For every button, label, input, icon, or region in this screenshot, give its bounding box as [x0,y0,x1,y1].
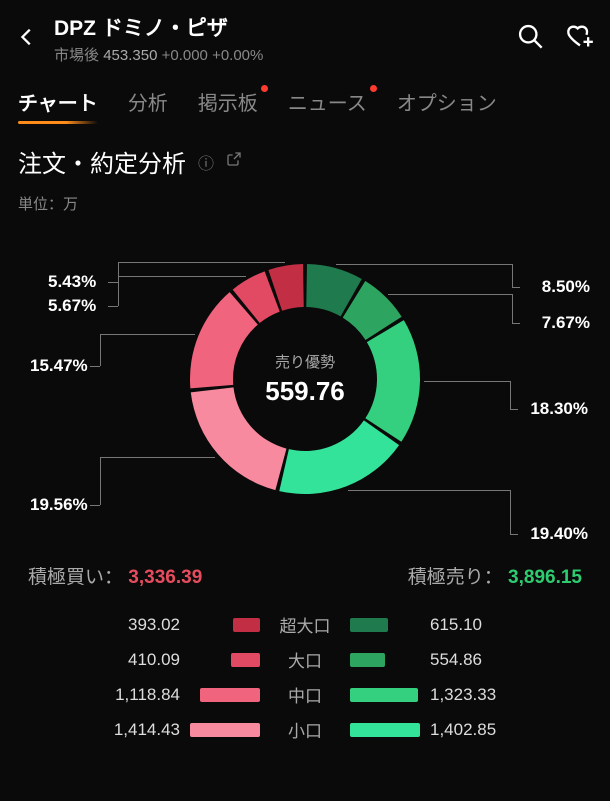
search-icon[interactable] [516,22,544,55]
donut-slice [279,420,399,494]
legend-right-value: 615.10 [430,615,592,635]
tab-bar: チャート 分析 掲示板 ニュース オプション [0,73,610,122]
leader-line [510,409,518,410]
legend-category: 大口 [270,647,340,672]
unit-label: 単位：万 [0,185,610,214]
change-abs: +0.000 [162,47,208,64]
leader-line [512,287,520,288]
leader-line [424,381,510,382]
legend-category: 超大口 [270,612,340,637]
legend-right-value: 1,323.33 [430,685,592,705]
share-icon[interactable] [226,151,242,172]
buy-total-label: 積極買い： [28,567,123,588]
sell-total-value: 3,896.15 [508,567,582,588]
tab-掲示板[interactable]: 掲示板 [198,87,258,116]
leader-line [512,294,513,323]
change-pct: +0.00% [212,47,263,64]
leader-line [118,262,119,282]
favorite-add-icon[interactable] [566,22,594,55]
donut-pct-label: 18.30% [518,399,588,419]
tab-チャート[interactable]: チャート [18,87,98,116]
legend-table: 393.02超大口615.10410.09大口554.861,118.84中口1… [0,603,610,751]
legend-right-bar [350,618,388,632]
back-icon[interactable] [16,23,38,55]
legend-right-bar [350,653,385,667]
tab-分析[interactable]: 分析 [128,87,168,116]
donut-pct-label: 5.43% [48,272,96,292]
legend-right-value: 554.86 [430,650,592,670]
price-subline: 市場後 453.350 +0.000 +0.00% [54,44,516,65]
leader-line [100,457,101,505]
donut-pct-label: 8.50% [520,277,590,297]
buy-total-value: 3,336.39 [128,567,202,588]
leader-line [118,276,246,277]
leader-line [510,490,511,534]
section-title: 注文・約定分析 ⓘ [0,122,610,185]
legend-category: 中口 [270,682,340,707]
legend-row: 410.09 大口 554.86 [18,642,592,677]
legend-left-bar [200,688,260,702]
legend-right-value: 1,402.85 [430,720,592,740]
leader-line [100,334,195,335]
leader-line [510,381,511,409]
tab-ニュース[interactable]: ニュース [288,87,367,116]
donut-chart: 売り優勢 559.76 8.50% 7.67% 18.30% 19.40% 19.56%… [0,214,610,544]
legend-left-bar [190,723,260,737]
donut-pct-label: 19.56% [30,495,88,515]
legend-left-value: 1,118.84 [18,685,180,705]
legend-left-value: 1,414.43 [18,720,180,740]
sell-total-label: 積極売り： [408,567,503,588]
market-phase: 市場後 [54,47,99,64]
totals-row: 積極買い： 3,336.39 積極売り： 3,896.15 [0,544,610,603]
notification-dot [370,85,377,92]
leader-line [100,457,215,458]
donut-pct-label: 19.40% [518,524,588,544]
notification-dot [261,85,268,92]
donut-center: 売り優勢 559.76 [265,351,345,407]
legend-right-bar [350,688,418,702]
legend-right-bar [350,723,420,737]
legend-left-bar [231,653,260,667]
donut-center-value: 559.76 [265,376,345,407]
donut-pct-label: 7.67% [520,313,590,333]
leader-line [512,323,520,324]
ticker-name: DPZ ドミノ・ピザ [54,12,516,42]
info-icon[interactable]: ⓘ [198,150,214,174]
leader-line [388,294,512,295]
donut-pct-label: 15.47% [30,356,88,376]
leader-line [108,282,118,283]
leader-line [510,534,518,535]
legend-row: 1,118.84 中口 1,323.33 [18,677,592,712]
leader-line [100,334,101,366]
leader-line [108,306,118,307]
legend-category: 小口 [270,717,340,742]
leader-line [348,490,510,491]
legend-left-bar [233,618,260,632]
leader-line [336,264,512,265]
legend-left-value: 393.02 [18,615,180,635]
leader-line [90,366,100,367]
legend-row: 1,414.43 小口 1,402.85 [18,712,592,747]
legend-left-value: 410.09 [18,650,180,670]
leader-line [90,505,100,506]
section-title-text: 注文・約定分析 [18,144,186,179]
tab-オプション[interactable]: オプション [397,87,497,116]
donut-slice [365,320,420,442]
donut-center-label: 売り優勢 [265,351,345,372]
legend-row: 393.02 超大口 615.10 [18,607,592,642]
leader-line [118,262,285,263]
leader-line [512,264,513,287]
title-block: DPZ ドミノ・ピザ 市場後 453.350 +0.000 +0.00% [54,12,516,65]
last-price: 453.350 [103,47,157,64]
donut-pct-label: 5.67% [48,296,96,316]
